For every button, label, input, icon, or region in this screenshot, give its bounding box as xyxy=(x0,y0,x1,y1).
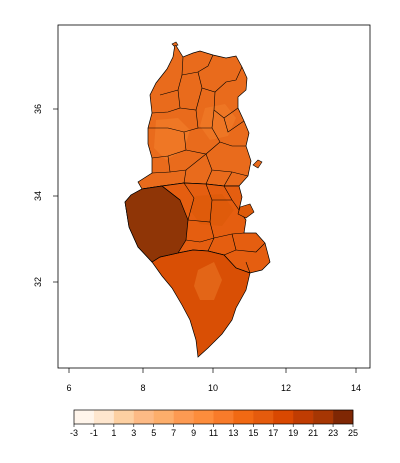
legend-break-label: 11 xyxy=(209,428,218,438)
legend-swatch xyxy=(153,410,174,424)
legend-swatch xyxy=(233,410,254,424)
legend-break-label: 3 xyxy=(131,428,136,438)
legend-swatch xyxy=(193,410,214,424)
x-tick-label: 8 xyxy=(140,383,145,393)
legend-break-label: 7 xyxy=(171,428,176,438)
y-tick-label: 34 xyxy=(33,191,43,201)
legend-break-label: 13 xyxy=(228,428,238,438)
legend-break-label: 9 xyxy=(191,428,196,438)
y-axis xyxy=(53,108,58,283)
raster-patch xyxy=(200,104,236,140)
legend-swatch xyxy=(93,410,115,424)
legend-break-label: 5 xyxy=(151,428,156,438)
raster-patch xyxy=(190,194,234,226)
legend-swatch xyxy=(74,410,95,424)
legend-break-label: -1 xyxy=(90,428,98,438)
tunisia-south-region xyxy=(151,249,251,358)
plot-frame xyxy=(57,24,371,369)
raster-patch xyxy=(154,118,190,160)
legend-swatch xyxy=(333,410,354,424)
legend-break-label: 21 xyxy=(308,428,318,438)
governorate-borders xyxy=(148,54,266,274)
x-tick-label: 12 xyxy=(281,383,291,393)
legend-break-label: 19 xyxy=(288,428,298,438)
color-legend xyxy=(74,410,354,424)
y-tick-label: 32 xyxy=(33,277,43,287)
island-kerkennah xyxy=(252,159,263,169)
legend-swatch xyxy=(273,410,294,424)
legend-break-label: 25 xyxy=(348,428,358,438)
legend-swatch xyxy=(173,410,194,424)
legend-swatch xyxy=(213,410,234,424)
legend-break-label: 17 xyxy=(268,428,278,438)
legend-break-label: 15 xyxy=(248,428,258,438)
x-tick-label: 14 xyxy=(351,383,361,393)
legend-swatch xyxy=(313,410,334,424)
island-djerba xyxy=(237,203,255,219)
legend-swatch xyxy=(293,410,314,424)
legend-break-label: 1 xyxy=(111,428,116,438)
legend-swatch xyxy=(113,410,135,424)
y-tick-label: 36 xyxy=(33,104,43,114)
legend-labels: -3 -1 1 3 5 7 9 11 13 15 17 19 21 23 25 xyxy=(70,424,358,438)
legend-break-label: -3 xyxy=(70,428,78,438)
legend-break-label: 23 xyxy=(328,428,338,438)
legend-swatch xyxy=(253,410,274,424)
x-tick-label: 10 xyxy=(208,383,218,393)
tunisia-map xyxy=(124,41,271,358)
legend-swatch xyxy=(133,410,155,424)
x-tick-label: 6 xyxy=(66,383,71,393)
x-axis xyxy=(68,368,357,373)
island-galite xyxy=(171,41,179,47)
raster-patch xyxy=(194,262,222,300)
